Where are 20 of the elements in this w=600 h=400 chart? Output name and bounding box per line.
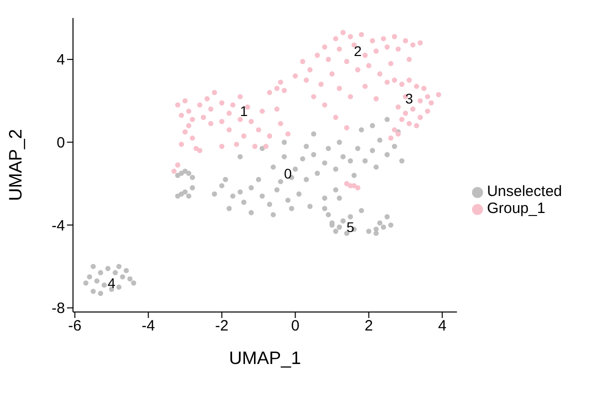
legend-label: Group_1 xyxy=(486,200,546,217)
y-tick-label: 0 xyxy=(56,134,65,152)
y-tick-label: -8 xyxy=(52,300,65,318)
annotation: 4 xyxy=(108,274,116,291)
x-tick-label: 2 xyxy=(364,318,373,335)
x-axis-title: UMAP_1 xyxy=(228,348,301,368)
legend-label: Unselected xyxy=(486,183,562,200)
annotation: 3 xyxy=(405,90,414,107)
x-tick-label: -2 xyxy=(215,318,228,335)
x-tick-label: -6 xyxy=(68,318,82,335)
annotation: 2 xyxy=(354,43,362,60)
annotation: 1 xyxy=(240,103,248,120)
y-axis-title: UMAP_2 xyxy=(5,128,26,202)
x-tick-label: 4 xyxy=(438,318,446,335)
x-tick-label: 0 xyxy=(291,318,300,335)
annotation: 5 xyxy=(346,219,355,236)
annotation: 0 xyxy=(284,165,292,182)
y-tick-label: 4 xyxy=(56,52,65,69)
x-tick-label: -4 xyxy=(142,318,155,335)
y-tick-label: -4 xyxy=(52,217,65,234)
